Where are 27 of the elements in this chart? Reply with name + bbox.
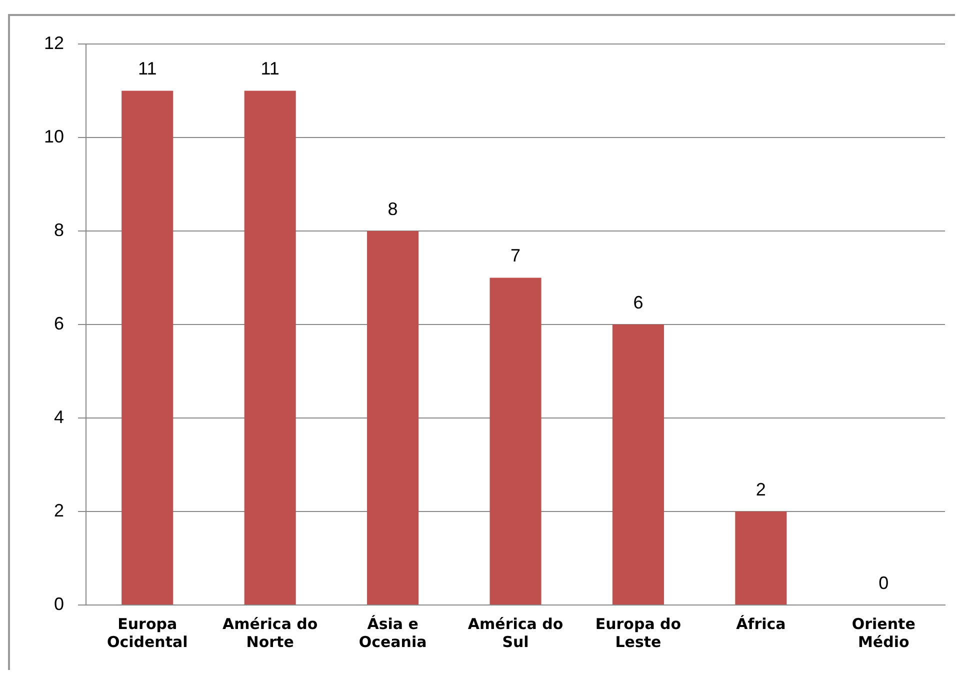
data-label: 6 [633, 292, 644, 312]
x-tick-label: Ásia e Oceania [358, 614, 427, 651]
y-tick-label: 12 [44, 32, 64, 53]
y-tick-label: 10 [44, 126, 64, 146]
x-tick-label: América do Norte [222, 614, 318, 651]
x-tick-label: Oriente Médio [852, 614, 916, 651]
x-tick-label: Europa do Leste [595, 614, 682, 651]
data-label: 11 [260, 58, 280, 79]
data-label: 11 [138, 58, 157, 79]
bar [244, 90, 296, 604]
bar [612, 324, 664, 604]
bar [735, 512, 787, 604]
data-label: 7 [510, 246, 521, 266]
x-tick-label: África [736, 614, 786, 633]
y-tick-label: 2 [54, 500, 64, 520]
y-tick-label: 8 [54, 220, 64, 240]
y-tick-label: 0 [54, 594, 64, 614]
data-label: 8 [388, 198, 398, 219]
bar [490, 278, 542, 604]
y-tick-label: 6 [54, 313, 64, 334]
y-tick-label: 4 [54, 406, 64, 427]
data-label: 2 [756, 479, 766, 500]
bar [122, 90, 174, 604]
data-label: 0 [878, 572, 889, 593]
x-tick-label: Europa Ocidental [106, 614, 188, 651]
bar [367, 231, 419, 604]
x-tick-label: América do Sul [468, 614, 564, 651]
